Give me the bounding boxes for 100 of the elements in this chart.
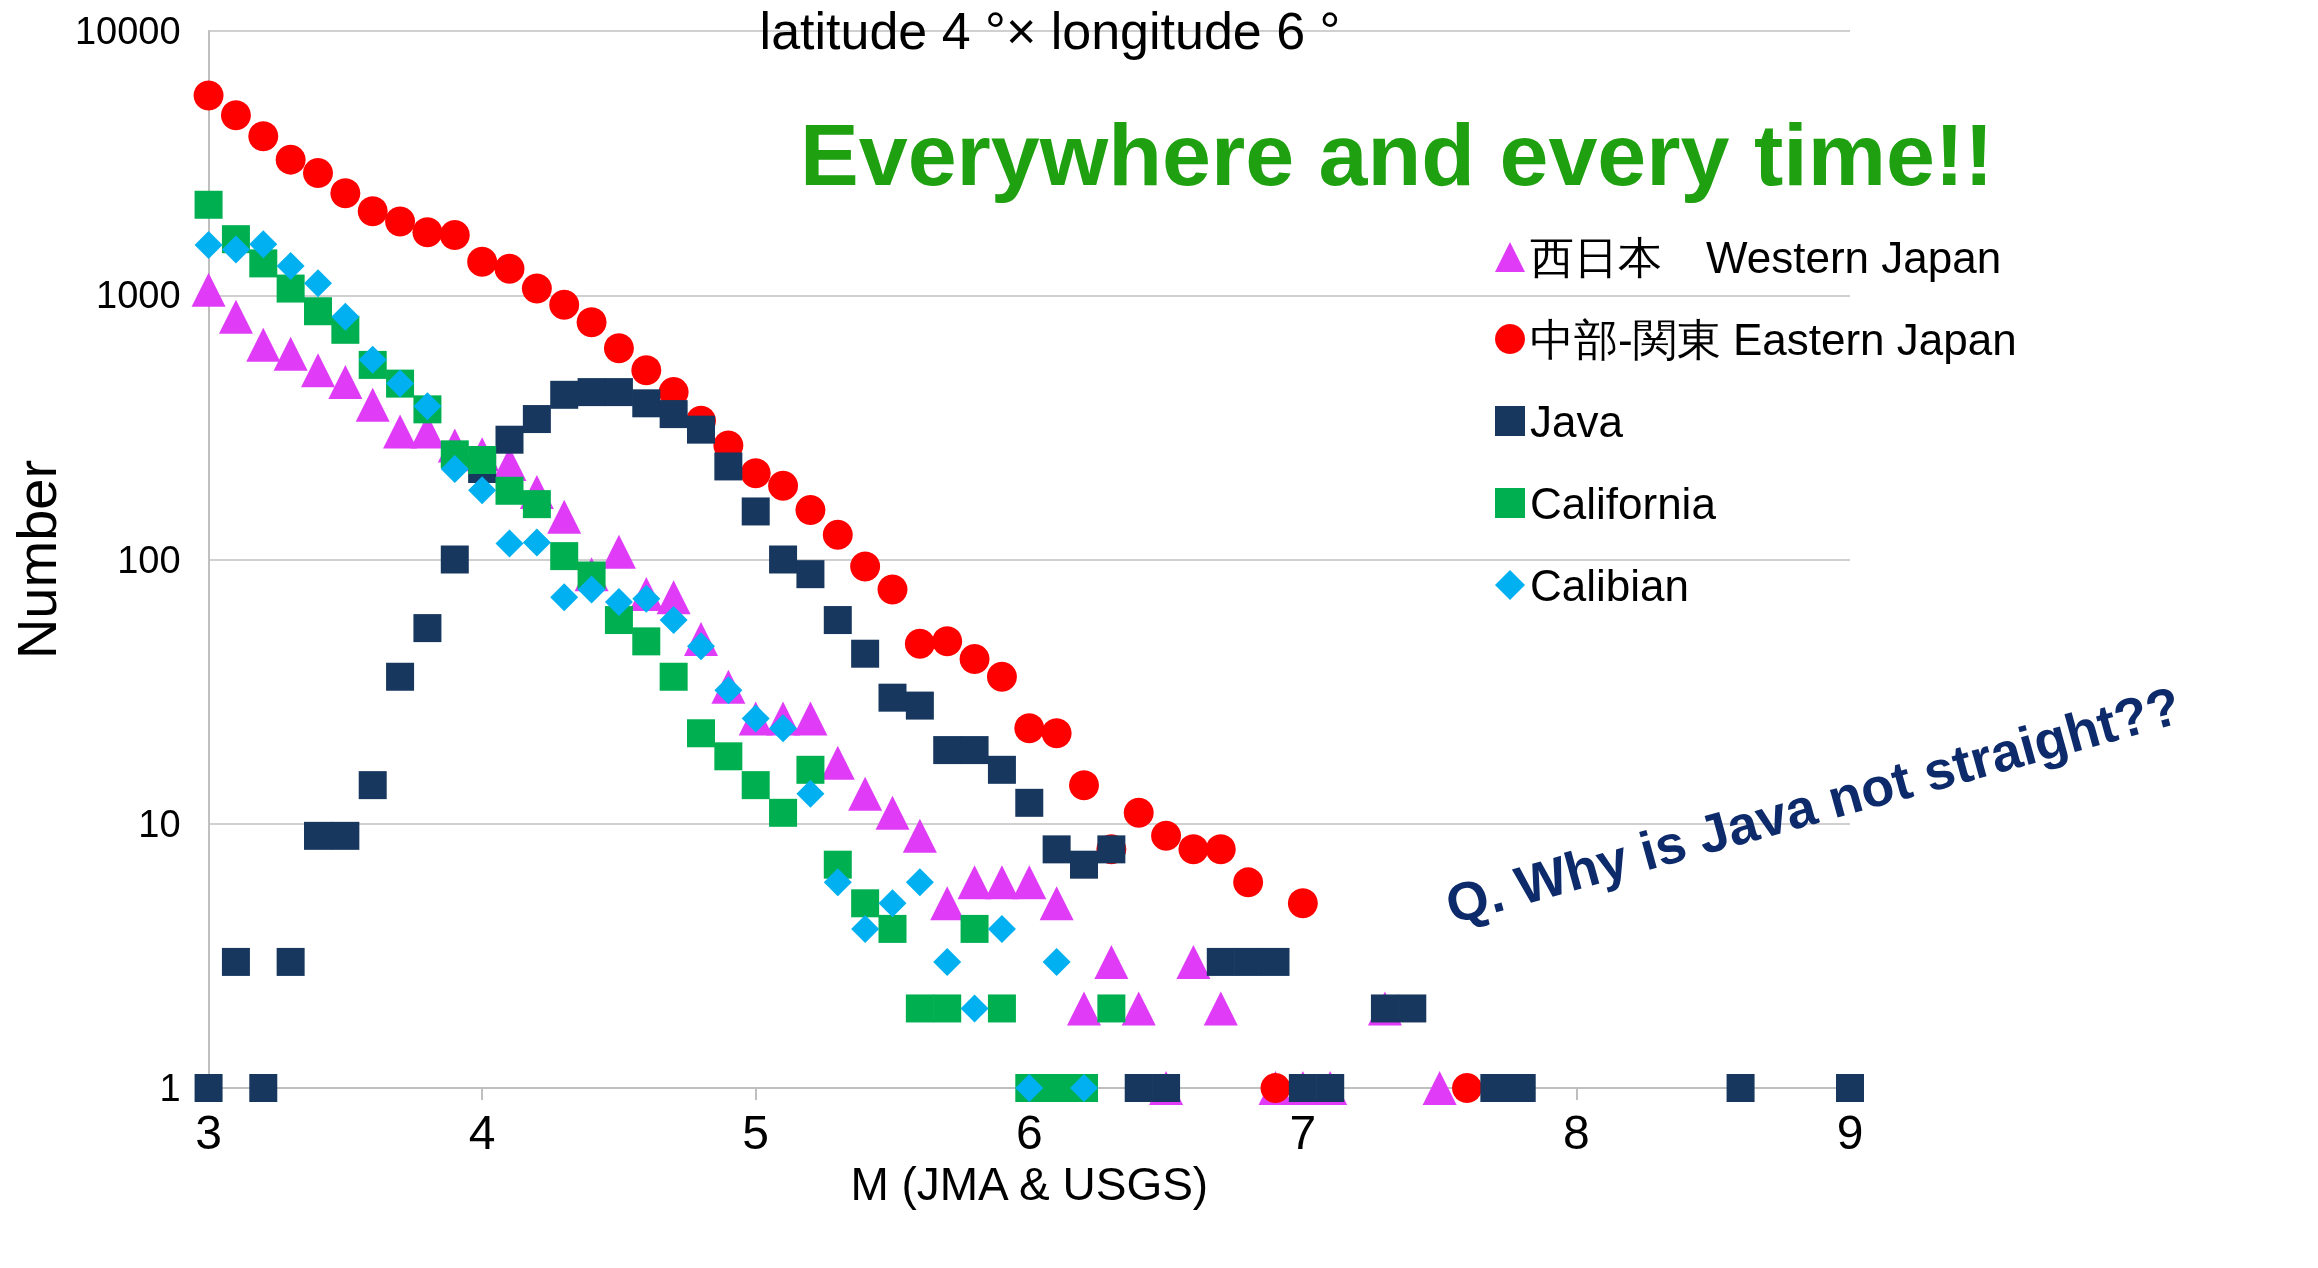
- point: [933, 947, 962, 976]
- point: [960, 914, 989, 943]
- point: [741, 771, 770, 800]
- point: [933, 994, 962, 1023]
- point: [413, 614, 442, 643]
- point: [795, 494, 826, 525]
- x-tick-label: 9: [1836, 1105, 1864, 1159]
- point: [549, 289, 580, 320]
- point: [1069, 770, 1099, 801]
- point: [1178, 834, 1209, 865]
- point: [522, 405, 551, 434]
- point: [1067, 991, 1101, 1026]
- point: [386, 662, 415, 691]
- point: [550, 380, 579, 409]
- point: [193, 80, 224, 111]
- point: [902, 818, 937, 853]
- point: [632, 389, 661, 418]
- point: [467, 246, 498, 277]
- point: [1094, 944, 1129, 979]
- legend-label: California: [1530, 478, 1717, 528]
- y-tick-label: 100: [117, 538, 181, 581]
- point: [1123, 797, 1154, 828]
- point: [495, 476, 524, 505]
- point: [604, 588, 633, 617]
- point: [249, 230, 278, 259]
- y-tick-label: 1000: [96, 274, 181, 317]
- point: [878, 683, 907, 712]
- legend-label: Calibian: [1530, 560, 1689, 610]
- point: [220, 100, 251, 131]
- point: [1234, 947, 1263, 976]
- point: [440, 545, 469, 574]
- point: [851, 639, 880, 668]
- point: [550, 542, 579, 571]
- point: [632, 627, 661, 656]
- point: [986, 661, 1017, 692]
- point: [960, 994, 989, 1023]
- point: [440, 455, 469, 484]
- point: [875, 795, 910, 830]
- point: [687, 719, 715, 748]
- point: [1041, 718, 1072, 749]
- chart-title: latitude 4 °× longitude 6 °: [759, 2, 1341, 60]
- point: [740, 458, 771, 489]
- point: [276, 252, 305, 281]
- point: [796, 779, 825, 808]
- point: [355, 387, 390, 422]
- point: [191, 272, 226, 307]
- point: [768, 470, 799, 501]
- point: [960, 736, 989, 765]
- point: [1233, 867, 1264, 898]
- point: [330, 178, 361, 209]
- point: [741, 497, 770, 526]
- point: [1097, 994, 1126, 1023]
- point: [769, 545, 798, 574]
- point: [385, 206, 416, 237]
- point: [1039, 886, 1074, 921]
- point: [577, 575, 606, 604]
- point: [1261, 947, 1290, 976]
- point: [714, 452, 743, 481]
- point: [823, 868, 852, 897]
- point: [304, 269, 332, 298]
- point: [603, 333, 634, 364]
- point: [468, 476, 497, 505]
- point: [1070, 850, 1098, 879]
- y-axis-title: Number: [4, 459, 68, 660]
- point: [522, 528, 551, 557]
- legend-label: 中部-関東 Eastern Japan: [1530, 314, 2017, 364]
- point: [878, 914, 907, 943]
- point: [331, 302, 360, 331]
- point: [1287, 888, 1318, 919]
- point: [276, 274, 305, 303]
- point: [604, 378, 633, 407]
- point: [959, 644, 990, 675]
- point: [358, 345, 387, 374]
- point: [1205, 834, 1236, 865]
- point: [848, 776, 883, 811]
- point: [495, 529, 524, 558]
- point: [194, 1074, 223, 1102]
- point: [659, 606, 688, 635]
- point: [194, 190, 223, 219]
- point: [933, 736, 962, 765]
- point: [221, 235, 250, 264]
- x-tick-label: 3: [195, 1105, 222, 1159]
- y-tick-label: 10: [138, 802, 181, 845]
- point: [1121, 991, 1156, 1026]
- annotation: Everywhere and every time!!: [800, 104, 1994, 204]
- point: [1836, 1074, 1864, 1102]
- y-tick-label: 1: [159, 1067, 181, 1109]
- point: [248, 121, 279, 152]
- legend-label: Java: [1530, 396, 1624, 446]
- point: [301, 353, 335, 388]
- point: [550, 583, 579, 612]
- point: [275, 144, 306, 175]
- point: [659, 400, 688, 429]
- point: [577, 378, 606, 407]
- point: [793, 701, 828, 736]
- point: [1151, 820, 1182, 851]
- point: [1480, 1074, 1509, 1102]
- point: [1012, 865, 1047, 900]
- point: [987, 755, 1016, 784]
- point: [877, 574, 908, 605]
